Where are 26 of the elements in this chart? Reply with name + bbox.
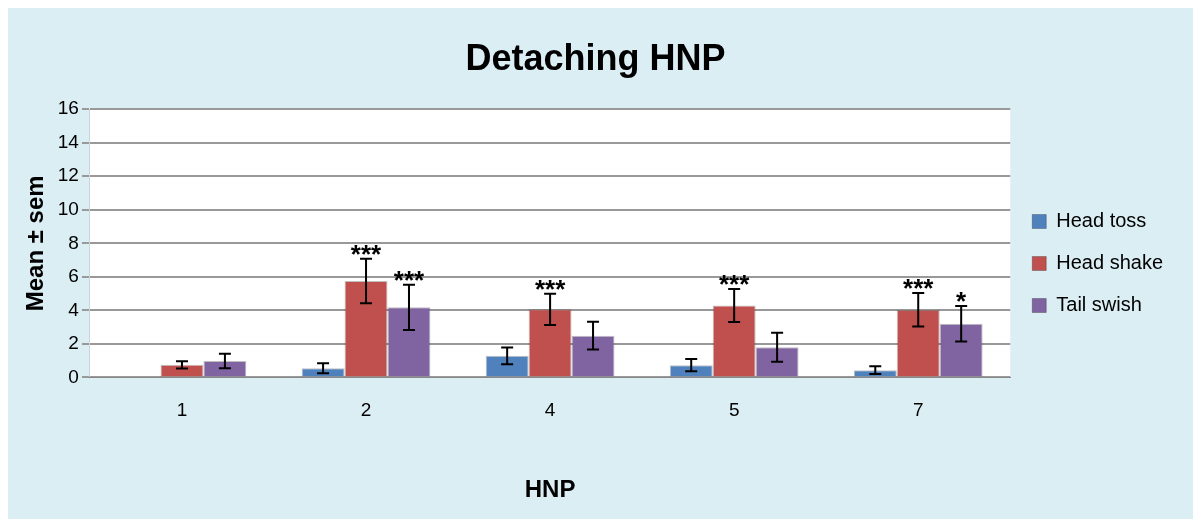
legend-label: Head toss <box>1056 209 1147 232</box>
y-tick-label: 4 <box>68 298 80 320</box>
legend-label: Head shake <box>1056 251 1164 274</box>
y-tick-label: 8 <box>68 231 79 253</box>
annotation: *** <box>534 273 567 304</box>
legend-label: Tail swish <box>1056 293 1142 316</box>
x-axis-title: HNP <box>524 475 576 503</box>
y-tick-label: 6 <box>68 265 79 287</box>
annotation: *** <box>393 264 426 295</box>
x-tick-label: 4 <box>544 399 556 421</box>
annotation: * <box>956 285 968 316</box>
x-tick-label: 2 <box>360 399 372 421</box>
y-tick-label: 12 <box>57 164 79 186</box>
y-tick-label: 16 <box>57 97 79 119</box>
y-tick-label: 10 <box>57 198 79 220</box>
y-tick-label: 14 <box>57 130 80 152</box>
x-tick-label: 5 <box>728 399 740 421</box>
annotation: *** <box>718 268 751 299</box>
chart-title: Detaching HNP <box>465 36 726 78</box>
annotation: *** <box>903 272 935 303</box>
y-tick-label: 2 <box>68 332 79 354</box>
x-tick-label: 1 <box>176 399 188 421</box>
y-tick-label: 0 <box>68 365 79 387</box>
annotation: *** <box>350 238 383 269</box>
x-tick-label: 7 <box>912 399 924 421</box>
y-axis-title: Mean ± sem <box>21 175 49 312</box>
